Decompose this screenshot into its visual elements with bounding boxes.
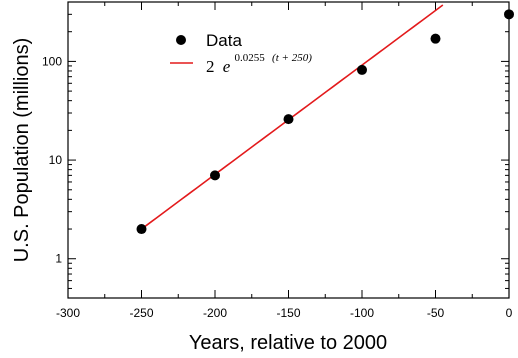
x-tick-label: -100 (350, 306, 374, 320)
legend: Data 2 e 0.0255 (t + 250) (170, 31, 312, 76)
y-tick-label: 1 (55, 252, 62, 266)
data-point (430, 33, 441, 44)
legend-data-label: Data (206, 31, 242, 50)
fit-exponent: 0.0255 (235, 52, 266, 64)
x-tick-label: 0 (506, 306, 513, 320)
y-axis: 1 10 100 (42, 13, 509, 289)
data-point (136, 224, 147, 235)
data-point (283, 114, 294, 125)
y-tick-label: 10 (49, 153, 63, 167)
x-tick-label: -50 (427, 306, 445, 320)
x-tick-label: -300 (56, 306, 80, 320)
fit-exponent-term: (t + 250) (272, 52, 312, 64)
data-point (210, 170, 220, 181)
plot-frame (67, 1, 510, 299)
x-tick-label: -150 (276, 306, 300, 320)
x-axis-title: Years, relative to 2000 (189, 332, 387, 354)
fit-coefficient: 2 (206, 57, 215, 76)
x-tick-label: -200 (203, 306, 227, 320)
y-tick-label: 100 (42, 54, 62, 68)
x-tick-label: -250 (129, 306, 153, 320)
legend-data-marker (176, 35, 186, 45)
data-point (504, 9, 514, 20)
x-axis: -300 -250 -200 -150 -100 -50 0 (56, 2, 513, 320)
plot-area (136, 4, 514, 235)
y-axis-title: U.S. Population (millions) (11, 38, 33, 263)
data-point (357, 64, 367, 75)
legend-fit-label: 2 e 0.0255 (t + 250) (206, 46, 312, 76)
fit-base: e (223, 57, 231, 76)
